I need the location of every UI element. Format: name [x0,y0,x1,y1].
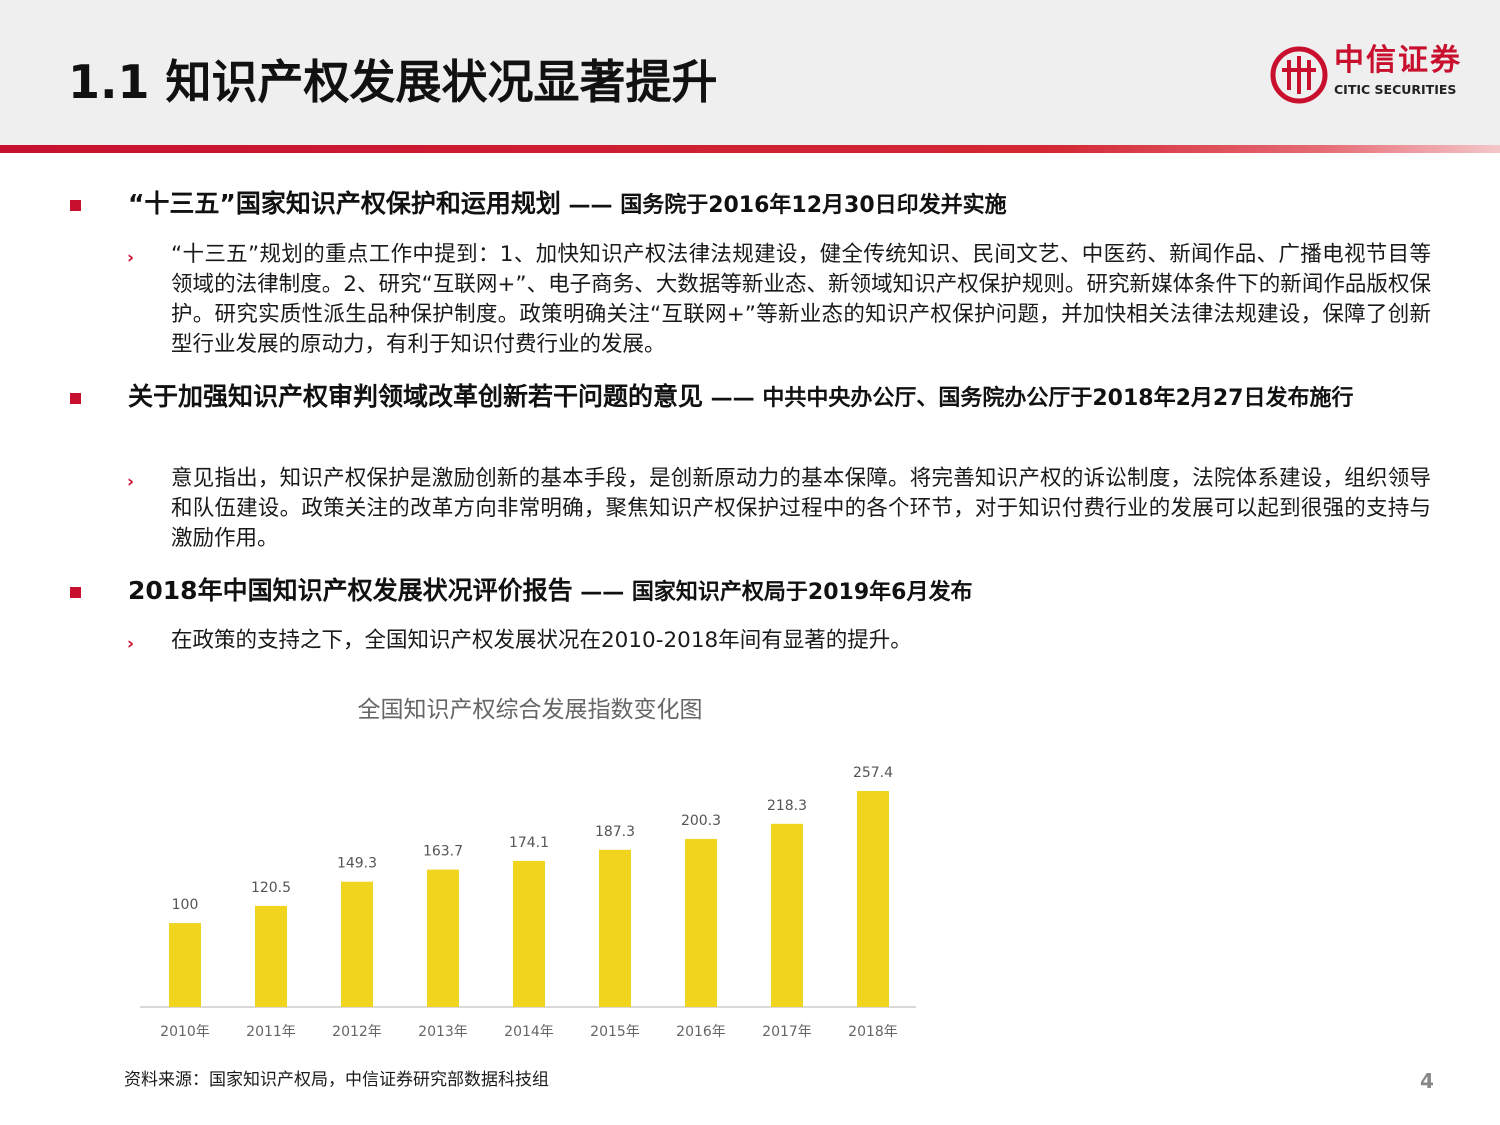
section-heading: 关于加强知识产权审判领域改革创新若干问题的意见 —— 中共中央办公厅、国务院办公… [128,381,1433,414]
header-background [0,0,1500,145]
chart-data-label: 200.3 [681,813,721,829]
chart-bar [599,849,631,1007]
bar-chart: 100 2010年 120.5 2011年 149.3 2012年 163.7 2013年 17… [140,765,916,1040]
chart-tick-label: 2017年 [762,1024,812,1040]
page-title: 1.1 知识产权发展状况显著提升 [68,55,718,109]
chart-data-label: 174.1 [509,835,549,851]
chart-title: 全国知识产权综合发展指数变化图 [357,697,703,723]
chart-bar [685,838,717,1007]
chart-tick-label: 2015年 [590,1024,640,1040]
citic-logo-icon [1270,46,1328,104]
section-bullet [70,587,81,598]
chart-bar [427,869,459,1007]
section-bullet [70,200,81,211]
chart-bar [341,881,373,1007]
chart-data-label: 120.5 [251,880,291,896]
chart-bar [513,860,545,1007]
chart-data-label: 187.3 [595,824,635,840]
chart-tick-label: 2013年 [418,1024,468,1040]
chart-data-label: 100 [172,897,199,913]
chart-data-label: 218.3 [767,798,807,814]
section-paragraph: 在政策的支持之下，全国知识产权发展状况在2010-2018年间有显著的提升。 [171,628,912,653]
logo-english-text: CITIC SECURITIES [1334,82,1457,97]
section-heading-title: 关于加强知识产权审判领域改革创新若干问题的意见 [128,382,704,411]
chart-bar [857,791,889,1007]
section-heading: 2018年中国知识产权发展状况评价报告 —— 国家知识产权局于2019年6月发布 [128,575,1428,608]
chart-bar [169,923,201,1007]
page-number: 4 [1420,1069,1434,1093]
section-heading-title: 2018年中国知识产权发展状况评价报告 [128,576,573,605]
chart-data-label: 257.4 [853,765,893,781]
section-heading-source: —— 中共中央办公厅、国务院办公厅于2018年2月27日发布施行 [703,386,1354,411]
section-heading-source: —— 国务院于2016年12月30日印发并实施 [560,193,1007,218]
chart-data-label: 149.3 [337,856,377,872]
section-heading-source: —— 国家知识产权局于2019年6月发布 [572,580,973,605]
chevron-right-icon: › [127,248,135,268]
source-note: 资料来源：国家知识产权局，中信证券研究部数据科技组 [124,1070,549,1090]
chart-bar [255,905,287,1007]
header-accent-bar [0,145,1500,153]
chart-tick-label: 2016年 [676,1024,726,1040]
section-heading-title: “十三五”国家知识产权保护和运用规划 [128,189,561,218]
chart-tick-label: 2014年 [504,1024,554,1040]
chart-data-label: 163.7 [423,844,463,860]
chart-tick-label: 2011年 [246,1024,296,1040]
section-paragraph: 意见指出，知识产权保护是激励创新的基本手段，是创新原动力的基本保障。将完善知识产… [171,466,1431,551]
chevron-right-icon: › [127,634,135,654]
chevron-right-icon: › [127,472,135,492]
chart-bar [771,823,803,1007]
chart-tick-label: 2018年 [848,1024,898,1040]
chart-tick-label: 2010年 [160,1024,210,1040]
chart-tick-label: 2012年 [332,1024,382,1040]
section-heading: “十三五”国家知识产权保护和运用规划 —— 国务院于2016年12月30日印发并… [128,188,1428,221]
logo-chinese-text: 中信证券 [1334,43,1462,78]
section-bullet [70,393,81,404]
citic-logo: 中信证券 CITIC SECURITIES [1270,44,1470,106]
section-paragraph: “十三五”规划的重点工作中提到：1、加快知识产权法律法规建设，健全传统知识、民间… [171,242,1431,357]
